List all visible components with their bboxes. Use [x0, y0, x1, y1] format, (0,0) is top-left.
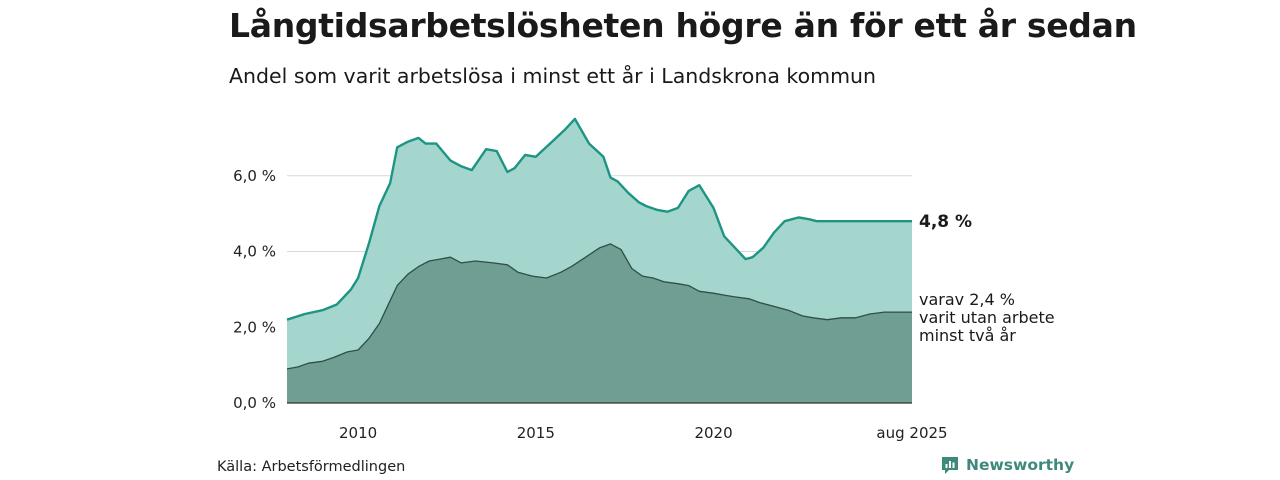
x-tick-label: 2020 — [694, 424, 732, 442]
line-total — [286, 117, 912, 321]
y-tick-label: 2,0 % — [233, 318, 276, 336]
x-tick-label: aug 2025 — [876, 424, 947, 442]
newsworthy-logo-icon — [942, 457, 958, 474]
brand-logo: Newsworthy — [940, 455, 1074, 475]
line-two_year — [286, 243, 912, 370]
end-label-total: 4,8 % — [919, 212, 972, 232]
end-label-two-year-line: varit utan arbete — [919, 308, 1055, 327]
end-label-two-year-line: varav 2,4 % — [919, 290, 1015, 309]
end-label-two-year-line: minst två år — [919, 326, 1016, 345]
area-two_year — [287, 243, 912, 403]
x-tick-label: 2015 — [517, 424, 555, 442]
x-axis: 2010 2015 2020 aug 2025 — [287, 402, 948, 442]
y-tick-label: 0,0 % — [233, 394, 276, 412]
y-axis: 0,0 % 2,0 % 4,0 % 6,0 % — [233, 167, 276, 412]
x-tick-label: 2010 — [339, 424, 377, 442]
area-chart: 0,0 % 2,0 % 4,0 % 6,0 % 2010 2015 2020 aug 202… — [233, 117, 1055, 442]
y-tick-label: 4,0 % — [233, 243, 276, 261]
chart-subtitle: Andel som varit arbetslösa i minst ett å… — [229, 64, 877, 88]
source-note: Källa: Arbetsförmedlingen — [217, 459, 406, 475]
series-areas — [286, 117, 912, 404]
y-tick-label: 6,0 % — [233, 167, 276, 185]
chart-title: Långtidsarbetslösheten högre än för ett … — [229, 6, 1137, 45]
brand-name: Newsworthy — [966, 456, 1075, 474]
